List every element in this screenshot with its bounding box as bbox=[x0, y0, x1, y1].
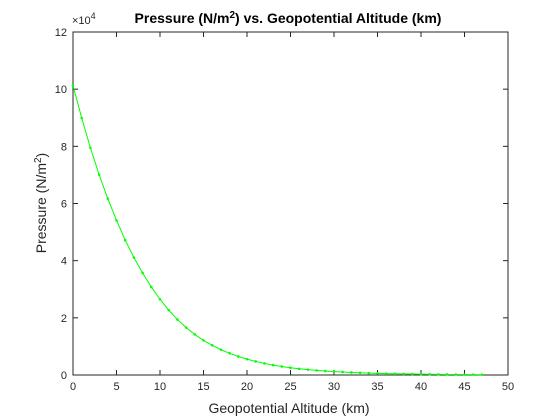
x-tick-label: 20 bbox=[241, 381, 253, 393]
data-point bbox=[167, 308, 170, 312]
data-point bbox=[132, 256, 136, 259]
data-point bbox=[367, 371, 371, 375]
data-point bbox=[280, 365, 284, 368]
plot-area bbox=[72, 31, 509, 376]
data-point bbox=[263, 362, 266, 365]
data-point bbox=[254, 360, 257, 363]
data-point bbox=[384, 372, 388, 375]
x-tick-label: 5 bbox=[113, 381, 119, 393]
data-point bbox=[89, 146, 92, 150]
data-point bbox=[237, 355, 240, 358]
x-tick-label: 10 bbox=[154, 381, 166, 393]
y-axis-exponent-power: 4 bbox=[91, 11, 96, 21]
data-point bbox=[402, 372, 405, 376]
data-point bbox=[228, 352, 231, 355]
data-point bbox=[411, 372, 414, 376]
data-point bbox=[219, 348, 223, 351]
data-point bbox=[463, 373, 466, 376]
data-point bbox=[289, 366, 292, 370]
y-tick-label: 12 bbox=[55, 27, 67, 39]
data-point bbox=[454, 373, 458, 376]
x-tick-label: 0 bbox=[70, 381, 76, 393]
data-point bbox=[115, 219, 118, 222]
data-point bbox=[202, 339, 205, 342]
data-point bbox=[245, 357, 249, 361]
data-point bbox=[97, 173, 101, 176]
y-tick-label: 6 bbox=[61, 199, 67, 211]
data-point bbox=[271, 363, 275, 367]
x-tick-label: 45 bbox=[458, 381, 470, 393]
data-point bbox=[80, 116, 83, 120]
data-point bbox=[358, 371, 362, 375]
x-tick-label: 50 bbox=[502, 381, 514, 393]
data-point bbox=[106, 197, 110, 200]
data-point bbox=[445, 373, 449, 376]
data-point bbox=[176, 318, 179, 321]
data-point bbox=[393, 372, 397, 376]
chart-title: Pressure (N/m2) vs. Geopotential Altitud… bbox=[135, 10, 442, 26]
y-tick-label: 10 bbox=[55, 84, 67, 96]
data-point bbox=[184, 326, 188, 329]
y-tick-label: 8 bbox=[61, 141, 67, 153]
data-point bbox=[419, 372, 423, 376]
y-axis-label-superscript: 2 bbox=[33, 157, 44, 163]
data-point bbox=[141, 271, 144, 275]
data-point bbox=[210, 343, 214, 347]
pressure-series-line bbox=[72, 85, 482, 376]
x-tick-label: 30 bbox=[328, 381, 340, 393]
x-tick-label: 40 bbox=[415, 381, 427, 393]
x-tick-label: 35 bbox=[371, 381, 383, 393]
data-series bbox=[71, 84, 484, 376]
data-point bbox=[437, 373, 440, 376]
data-point bbox=[341, 370, 345, 374]
data-point bbox=[150, 285, 153, 289]
plot-frame bbox=[72, 31, 509, 376]
data-point bbox=[193, 333, 197, 336]
y-axis-label: Pressure (N/m2) bbox=[33, 153, 49, 253]
x-tick-label: 25 bbox=[284, 381, 296, 393]
data-point bbox=[332, 370, 336, 373]
data-point bbox=[471, 373, 475, 376]
data-point bbox=[306, 368, 310, 371]
y-tick-label: 2 bbox=[61, 313, 67, 325]
x-tick-label: 15 bbox=[197, 381, 209, 393]
data-point bbox=[71, 84, 75, 87]
data-point bbox=[158, 297, 162, 301]
x-axis-label: Geopotential Altitude (km) bbox=[208, 400, 369, 416]
data-point bbox=[315, 369, 318, 372]
y-axis-exponent: ×104 bbox=[72, 11, 96, 27]
data-point bbox=[350, 371, 353, 374]
data-point bbox=[324, 369, 327, 373]
data-point bbox=[297, 367, 301, 371]
data-point bbox=[480, 373, 484, 376]
y-tick-label: 0 bbox=[61, 370, 67, 382]
data-point bbox=[428, 372, 432, 376]
data-point bbox=[123, 238, 127, 242]
chart-title-superscript: 2 bbox=[229, 10, 235, 21]
axis-ticks: 0 5 10 15 20 25 30 35 40 45 50 0 2 4 6 8 10 12 bbox=[55, 27, 514, 393]
y-tick-label: 4 bbox=[61, 256, 67, 268]
data-point bbox=[376, 372, 379, 375]
